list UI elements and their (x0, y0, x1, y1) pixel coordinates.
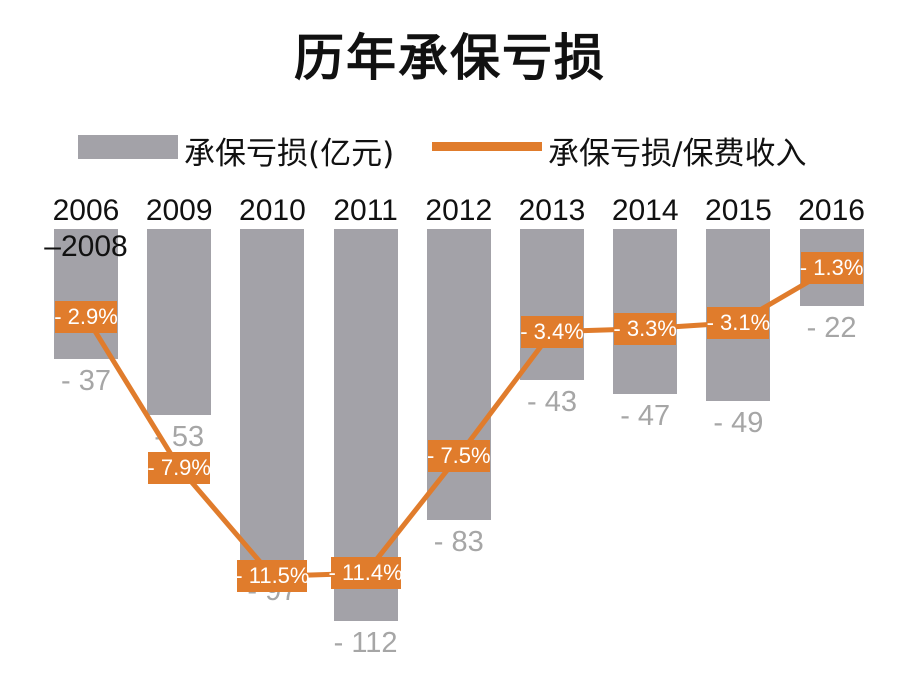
x-tick-label: 2009 (145, 194, 213, 227)
x-tick-label: 2016 (798, 194, 865, 227)
bar-value-label: - 43 (527, 385, 577, 418)
loss-bar (147, 229, 212, 415)
x-tick-label: 2013 (518, 194, 586, 227)
legend-line-label: 承保亏损/保费收入 (548, 136, 807, 172)
ratio-data-label: - 3.4% (520, 315, 584, 348)
ratio-data-label: - 7.5% (427, 439, 491, 472)
loss-bar (613, 229, 678, 394)
loss-bar (333, 229, 398, 621)
x-tick-label: 2012 (425, 194, 493, 227)
ratio-data-label: - 3.1% (707, 306, 770, 339)
chart-title: 历年承保亏损 (294, 29, 606, 87)
bar-value-label: - 49 (713, 406, 764, 439)
loss-bar (520, 229, 584, 380)
bar-value-label: - 37 (61, 364, 111, 397)
ratio-data-label: - 11.4% (329, 557, 403, 590)
legend-bar-swatch (78, 135, 178, 159)
x-tick-label: 2006 (52, 194, 120, 227)
ratio-data-label: - 11.5% (235, 560, 309, 593)
loss-bar (54, 229, 118, 359)
x-tick-label-continuation: –2008 (44, 230, 128, 263)
ratio-data-label: - 1.3% (800, 252, 863, 285)
x-tick-label: 2015 (705, 194, 772, 227)
ratio-data-label: - 3.3% (613, 312, 677, 345)
bar-value-label: - 47 (620, 399, 671, 432)
bar-value-label: - 112 (333, 627, 398, 659)
ratio-data-label: - 7.9% (147, 451, 211, 484)
legend-bar-label: 承保亏损(亿元) (184, 136, 395, 172)
loss-bar (240, 229, 305, 569)
x-tick-label: 2014 (611, 194, 679, 227)
x-tick-label: 2011 (333, 194, 398, 227)
bar-value-label: - 22 (806, 312, 857, 344)
ratio-data-label: - 2.9% (54, 300, 118, 333)
legend-line-swatch (432, 142, 542, 151)
x-tick-label: 2010 (239, 194, 306, 227)
bar-value-label: - 83 (433, 525, 484, 558)
